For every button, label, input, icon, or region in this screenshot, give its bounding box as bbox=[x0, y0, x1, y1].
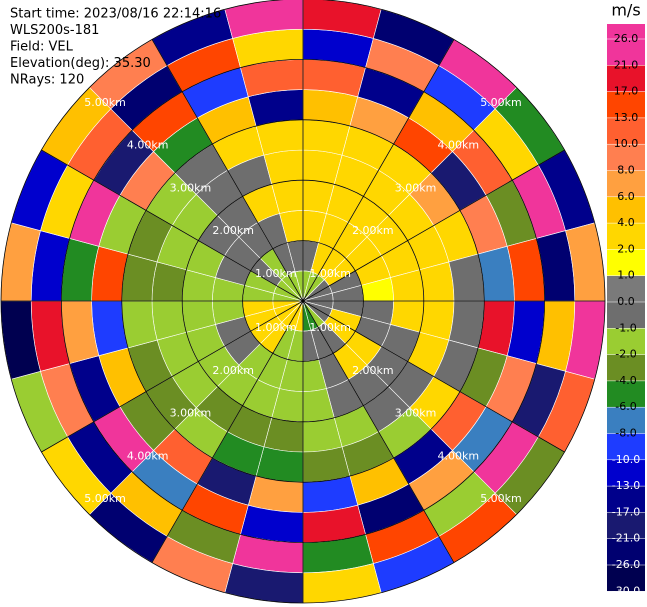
ring-label: 3.00km bbox=[395, 407, 437, 420]
velocity-cell bbox=[302, 446, 351, 483]
colorbar-band bbox=[607, 39, 645, 66]
colorbar-band bbox=[607, 380, 645, 408]
colorbar-label: -17.0 bbox=[612, 505, 640, 518]
colorbar-band bbox=[607, 512, 645, 539]
spoke-line bbox=[41, 149, 304, 302]
colorbar-label: 8.0 bbox=[617, 164, 635, 177]
spoke-line bbox=[151, 300, 304, 563]
info-line: Field: VEL bbox=[10, 40, 74, 55]
range-ring bbox=[121, 119, 485, 483]
ring-label: 1.00km bbox=[309, 267, 351, 280]
colorbar-band bbox=[607, 275, 645, 302]
field bbox=[0, 0, 606, 604]
colorbar-band bbox=[607, 117, 645, 145]
ring-label: 3.00km bbox=[395, 181, 437, 194]
colorbar-label: -4.0 bbox=[615, 374, 636, 387]
colorbar-band bbox=[607, 459, 645, 487]
ring-label: 5.00km bbox=[84, 492, 126, 505]
colorbar-band bbox=[607, 196, 645, 224]
colorbar-band bbox=[607, 354, 645, 381]
colorbar-label: -8.0 bbox=[615, 427, 636, 440]
colorbar-band bbox=[607, 223, 645, 250]
info: Start time: 2023/08/16 22:14:16WLS200s-1… bbox=[10, 7, 221, 88]
range-ring bbox=[0, 0, 606, 604]
velocity-cell bbox=[121, 300, 158, 349]
colorbar-label: 10.0 bbox=[614, 137, 639, 150]
grid: 1.00km 1.00km 1.00km 1.00km 2.00km 2.00km 2.00… bbox=[0, 0, 606, 604]
ring-label: 4.00km bbox=[437, 449, 479, 462]
info-line: Elevation(deg): 35.30 bbox=[10, 56, 151, 71]
info-line: Start time: 2023/08/16 22:14:16 bbox=[10, 7, 221, 22]
colorbar-label: 0.0 bbox=[617, 295, 635, 308]
colorbar-label: 2.0 bbox=[617, 242, 635, 255]
ring-label: 4.00km bbox=[127, 449, 169, 462]
colorbar-band bbox=[607, 91, 645, 118]
velocity-cell bbox=[121, 253, 158, 302]
ring-label: 2.00km bbox=[212, 364, 254, 377]
ring-label: 5.00km bbox=[84, 96, 126, 109]
range-ring bbox=[60, 58, 546, 544]
colorbar-label: -30.0 bbox=[612, 584, 640, 597]
info-line: WLS200s-181 bbox=[10, 23, 99, 38]
colorbar-band bbox=[607, 433, 645, 460]
colorbar-label: -13.0 bbox=[612, 479, 640, 492]
ring-label: 2.00km bbox=[212, 224, 254, 237]
colorbar-band bbox=[607, 328, 645, 355]
colorbar-band bbox=[607, 249, 645, 276]
ring-label: 4.00km bbox=[437, 139, 479, 152]
spoke-line bbox=[302, 39, 455, 302]
colorbar-title: m/s bbox=[611, 1, 640, 20]
velocity-cell bbox=[448, 300, 485, 349]
ring-label: 1.00km bbox=[255, 267, 297, 280]
colorbar-label: 1.0 bbox=[617, 269, 635, 282]
colorbar-label: 4.0 bbox=[617, 216, 635, 229]
info-line: NRays: 120 bbox=[10, 73, 84, 88]
colorbar-label: -1.0 bbox=[615, 321, 636, 334]
colorbar-label: -6.0 bbox=[615, 400, 636, 413]
range-ring bbox=[242, 240, 364, 362]
colorbar-label: 17.0 bbox=[614, 85, 639, 98]
ring-label: 2.00km bbox=[352, 364, 394, 377]
colorbar-band bbox=[607, 486, 645, 513]
colorbar-band bbox=[607, 538, 645, 565]
ring-label: 1.00km bbox=[255, 321, 297, 334]
colorbar-band bbox=[607, 170, 645, 197]
ring-label: 4.00km bbox=[127, 139, 169, 152]
ring-label: 1.00km bbox=[309, 321, 351, 334]
colorbar-label: 26.0 bbox=[614, 32, 639, 45]
ring-label: 5.00km bbox=[480, 96, 522, 109]
spoke-line bbox=[151, 39, 304, 302]
colorbar-label: 21.0 bbox=[614, 58, 639, 71]
colorbar-band bbox=[607, 565, 645, 592]
colorbar-label: -21.0 bbox=[612, 532, 640, 545]
spoke-line bbox=[302, 149, 565, 302]
ring-label: 2.00km bbox=[352, 224, 394, 237]
colorbar-band bbox=[607, 302, 645, 329]
ring-label: 3.00km bbox=[170, 407, 212, 420]
colorbar: m/s 26.0 21.0 17.0 13.0 10.0 8.0 6.0 4.0 2.0 1.0 0.… bbox=[607, 1, 645, 597]
spoke-line bbox=[302, 300, 565, 453]
ring-label: 5.00km bbox=[480, 492, 522, 505]
velocity-cell bbox=[302, 119, 351, 156]
velocity-cell bbox=[448, 253, 485, 302]
colorbar-label: 13.0 bbox=[614, 111, 639, 124]
colorbar-label: 6.0 bbox=[617, 190, 635, 203]
ring-label: 3.00km bbox=[170, 181, 212, 194]
range-ring bbox=[181, 179, 425, 423]
colorbar-label: -2.0 bbox=[615, 348, 636, 361]
colorbar-end bbox=[607, 24, 645, 39]
velocity-cell bbox=[255, 446, 304, 483]
colorbar-band bbox=[607, 144, 645, 171]
colorbar-label: -10.0 bbox=[612, 453, 640, 466]
spoke-line bbox=[302, 300, 455, 563]
colorbar-band bbox=[607, 407, 645, 434]
colorbar-band bbox=[607, 65, 645, 92]
colorbar-label: -26.0 bbox=[612, 558, 640, 571]
velocity-cell bbox=[255, 119, 304, 156]
spoke-line bbox=[41, 300, 304, 453]
